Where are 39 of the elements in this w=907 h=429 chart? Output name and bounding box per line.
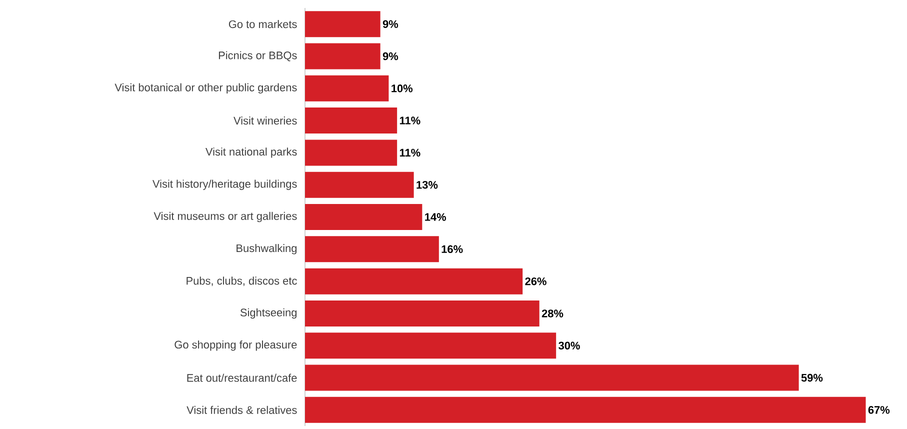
y-tick-label: Eat out/restaurant/cafe [187, 374, 297, 382]
y-tick-label: Visit museums or art galleries [154, 212, 297, 222]
y-tick-label: Visit national parks [205, 148, 297, 158]
data-label: 14% [425, 213, 446, 221]
data-label: 10% [392, 84, 413, 92]
bar [305, 300, 540, 326]
data-label: 11% [400, 148, 420, 157]
y-tick-label: Go shopping for pleasure [174, 340, 297, 351]
y-tick-label: Pubs, clubs, discos etc [186, 276, 297, 286]
bar [305, 204, 422, 230]
bar [305, 43, 380, 70]
data-label: 59% [801, 374, 823, 382]
bar [305, 364, 799, 391]
y-tick-label: Go to markets [228, 20, 297, 28]
data-label: 67% [868, 406, 890, 414]
data-label: 28% [542, 310, 564, 318]
bar [305, 11, 380, 38]
bar [305, 396, 866, 423]
bar [305, 236, 439, 262]
data-label: 9% [382, 20, 398, 28]
bar [305, 108, 398, 134]
data-label: 26% [525, 277, 546, 286]
data-label: 16% [442, 245, 463, 254]
data-label: 9% [382, 52, 398, 60]
y-tick-label: Visit wineries [234, 116, 297, 125]
y-tick-label: Visit history/heritage buildings [152, 180, 297, 190]
data-label: 30% [558, 342, 580, 350]
bar [305, 332, 556, 359]
data-label: 13% [416, 180, 438, 189]
y-tick-label: Visit friends & relatives [186, 406, 297, 414]
bar [305, 75, 389, 102]
y-tick-label: Bushwalking [236, 244, 297, 254]
bar [305, 140, 398, 166]
y-tick-label: Visit botanical or other public gardens [114, 83, 297, 94]
data-label: 11% [400, 116, 420, 124]
bar [305, 268, 523, 294]
bar [305, 172, 414, 198]
y-tick-label: Sightseeing [240, 308, 297, 319]
y-tick-label: Picnics or BBQs [218, 51, 297, 62]
